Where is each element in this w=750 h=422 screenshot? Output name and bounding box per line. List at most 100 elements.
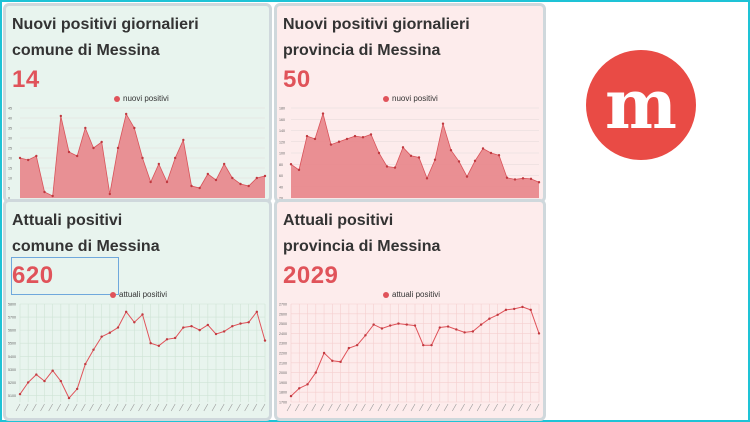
x-tick-mark: [303, 403, 308, 412]
data-point: [471, 330, 475, 333]
card-attuali-comune: Attuali positivi comune di Messina 620 a…: [3, 199, 272, 421]
series-area: [20, 114, 265, 198]
x-tick-mark: [105, 403, 111, 412]
x-tick-mark: [89, 403, 94, 412]
x-tick-mark: [344, 403, 350, 412]
data-point: [100, 140, 103, 144]
x-tick-mark: [435, 403, 441, 412]
data-point: [67, 150, 71, 154]
y-tick-label: 5400: [8, 355, 16, 359]
x-tick-mark: [526, 403, 531, 412]
data-point: [173, 336, 177, 340]
x-tick-mark: [260, 403, 266, 412]
data-point: [51, 369, 54, 372]
card-title-line2: provincia di Messina: [283, 238, 441, 255]
data-point: [380, 327, 384, 330]
chart-legend[interactable]: attuali positivi: [383, 290, 440, 299]
y-tick-label: 2600: [279, 312, 287, 316]
data-point: [263, 174, 267, 178]
data-point: [449, 148, 453, 152]
data-point: [222, 162, 226, 166]
data-point: [18, 392, 22, 396]
card-value: 50: [283, 66, 311, 93]
card-title-line1: Attuali positivi: [12, 212, 123, 229]
data-point: [306, 383, 309, 386]
data-point: [18, 156, 22, 160]
x-tick-mark: [468, 403, 474, 412]
data-point: [393, 166, 397, 169]
x-tick-mark: [410, 403, 416, 412]
data-point: [182, 138, 185, 142]
data-point: [84, 126, 87, 130]
x-tick-mark: [81, 403, 86, 412]
y-tick-label: 2200: [279, 352, 287, 356]
y-tick-label: 120: [279, 140, 285, 144]
data-point: [35, 373, 38, 376]
y-tick-label: 1800: [279, 391, 287, 395]
chart-legend[interactable]: attuali positivi: [110, 290, 167, 299]
y-tick-label: 30: [8, 137, 12, 141]
data-point: [165, 338, 169, 341]
y-tick-label: 5200: [8, 381, 16, 385]
chart-legend[interactable]: nuovi positivi: [114, 94, 169, 103]
data-point: [214, 178, 218, 182]
data-point: [513, 307, 516, 311]
y-tick-label: 20: [279, 197, 283, 201]
chart-nuovi-comune: 0 5 10 15 20 25 30 35 40 45: [8, 107, 267, 200]
data-point: [149, 180, 152, 184]
data-point: [417, 156, 421, 159]
x-tick-mark: [211, 403, 217, 412]
data-point: [529, 177, 533, 181]
x-tick-mark: [56, 403, 62, 412]
x-tick-mark: [32, 403, 37, 412]
data-point: [497, 154, 501, 157]
data-point: [504, 308, 508, 312]
data-point: [255, 310, 259, 314]
y-tick-label: 5100: [8, 394, 16, 398]
data-point: [446, 325, 450, 328]
data-point: [433, 158, 437, 161]
x-tick-mark: [369, 403, 374, 412]
x-tick-mark: [501, 403, 507, 412]
y-tick-label: 2000: [279, 371, 287, 375]
y-tick-label: 1900: [279, 381, 287, 385]
legend-label: attuali positivi: [119, 290, 168, 299]
data-point: [496, 313, 499, 316]
data-point: [364, 334, 367, 337]
data-point: [321, 112, 325, 115]
data-point: [206, 323, 210, 327]
x-tick-mark: [476, 403, 482, 412]
x-tick-mark: [252, 403, 258, 412]
data-point: [297, 168, 301, 172]
x-tick-mark: [518, 403, 523, 412]
y-tick-label: 2300: [279, 342, 287, 346]
x-tick-mark: [138, 403, 143, 412]
data-point: [372, 323, 375, 326]
x-tick-mark: [40, 403, 45, 412]
data-point: [149, 342, 152, 345]
y-tick-label: 5600: [8, 329, 16, 333]
data-point: [441, 122, 445, 125]
x-tick-mark: [179, 403, 184, 412]
y-tick-label: 2400: [279, 332, 287, 336]
card-value: 2029: [283, 262, 339, 289]
data-point: [465, 175, 469, 178]
data-point: [481, 147, 485, 150]
series-area: [291, 113, 539, 198]
data-point: [389, 324, 392, 327]
data-point: [355, 343, 359, 347]
data-point: [413, 324, 417, 327]
data-point: [92, 348, 95, 351]
data-point: [473, 159, 477, 163]
x-tick-mark: [509, 403, 515, 412]
data-point: [313, 137, 317, 141]
data-point: [521, 305, 524, 309]
card-title: Attuali positivi provincia di Messina: [283, 208, 440, 260]
card-title-line1: Attuali positivi: [283, 212, 394, 229]
svg-text:m: m: [605, 65, 677, 145]
y-tick-label: 100: [279, 152, 285, 156]
data-point: [455, 328, 458, 331]
chart-legend[interactable]: nuovi positivi: [383, 94, 438, 103]
x-tick-mark: [493, 403, 498, 412]
